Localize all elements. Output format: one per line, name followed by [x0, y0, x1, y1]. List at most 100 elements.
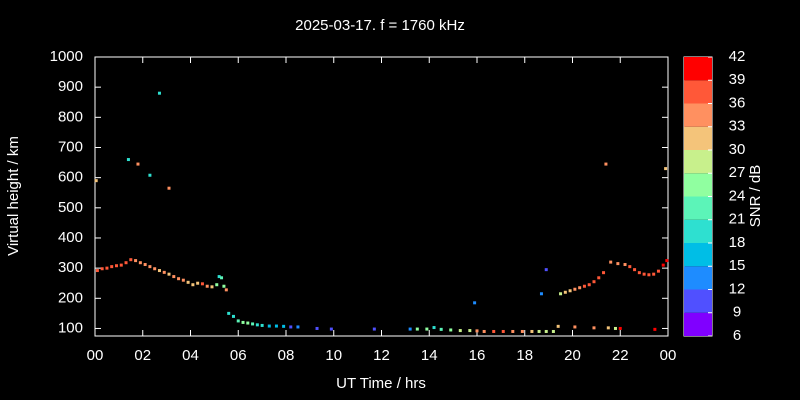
point: [602, 271, 606, 275]
point: [652, 272, 656, 276]
x-tick-label: 20: [564, 347, 581, 364]
point: [661, 263, 665, 267]
point: [157, 269, 161, 273]
point: [136, 162, 140, 166]
point: [520, 329, 524, 333]
point: [241, 320, 245, 324]
plot-frame: [94, 56, 669, 337]
x-tick-label: 16: [469, 347, 486, 364]
point: [289, 325, 293, 329]
point: [544, 268, 548, 272]
point: [167, 272, 171, 276]
point: [246, 321, 250, 325]
point: [530, 329, 534, 333]
point: [537, 329, 541, 333]
colorbar-segment: [684, 312, 712, 336]
point: [613, 326, 617, 330]
y-tick-label: 500: [58, 199, 83, 216]
colorbar-tick-label: 24: [729, 187, 746, 204]
point: [126, 158, 130, 162]
y-tick-label: 200: [58, 289, 83, 306]
point: [196, 281, 200, 285]
colorbar-tick-label: 36: [729, 94, 746, 111]
x-tick-label: 22: [612, 347, 629, 364]
colorbar-tick-label: 18: [729, 234, 746, 251]
point: [267, 324, 271, 328]
colorbar-tick-label: 39: [729, 71, 746, 88]
colorbar-segment: [684, 80, 712, 104]
point: [647, 273, 651, 277]
point: [637, 271, 641, 275]
colorbar-tick-label: 15: [729, 257, 746, 274]
point: [415, 327, 419, 331]
point: [449, 328, 453, 332]
point: [473, 301, 477, 305]
point: [148, 265, 152, 269]
point: [153, 267, 157, 271]
point: [511, 329, 515, 333]
point: [664, 167, 668, 171]
y-tick-label: 800: [58, 108, 83, 125]
point: [172, 275, 176, 279]
point: [609, 260, 613, 264]
x-tick-label: 12: [373, 347, 390, 364]
point: [616, 262, 620, 266]
colorbar-tick-label: 30: [729, 141, 746, 158]
y-tick-label: 100: [58, 319, 83, 336]
x-tick-label: 10: [325, 347, 342, 364]
point: [604, 162, 608, 166]
point: [573, 287, 577, 291]
colorbar-segment: [684, 219, 712, 243]
point: [492, 329, 496, 333]
point: [329, 327, 333, 331]
point: [186, 280, 190, 284]
point: [642, 272, 646, 276]
point: [439, 327, 443, 331]
point: [210, 285, 214, 289]
point: [129, 258, 133, 262]
point: [236, 319, 240, 323]
point: [119, 263, 123, 267]
point: [148, 173, 152, 177]
point: [653, 327, 657, 331]
colorbar-segment: [684, 150, 712, 174]
point: [468, 329, 472, 333]
point: [143, 263, 147, 267]
point: [656, 269, 660, 273]
y-tick-label: 400: [58, 229, 83, 246]
point: [124, 261, 128, 265]
point: [94, 179, 98, 183]
colorbar-segment: [684, 266, 712, 290]
point: [665, 259, 669, 263]
point: [618, 326, 622, 330]
point: [274, 324, 278, 328]
x-tick-label: 08: [278, 347, 295, 364]
point: [205, 284, 209, 288]
point: [551, 329, 555, 333]
point: [597, 276, 601, 280]
y-tick-label: 900: [58, 78, 83, 95]
y-axis-label: Virtual height / km: [5, 136, 22, 256]
x-tick-label: 00: [660, 347, 677, 364]
point: [138, 261, 142, 265]
point: [623, 263, 627, 267]
x-tick-label: 14: [421, 347, 438, 364]
point: [315, 326, 319, 330]
point: [633, 268, 637, 272]
y-tick-label: 300: [58, 259, 83, 276]
point: [191, 283, 195, 287]
colorbar-segment: [684, 243, 712, 267]
point: [606, 326, 610, 330]
colorbar-label: SNR / dB: [747, 165, 764, 228]
point: [556, 324, 560, 328]
point: [372, 327, 376, 331]
point: [458, 329, 462, 333]
point: [231, 314, 235, 318]
x-axis-label: UT Time / hrs: [336, 375, 426, 392]
point: [255, 323, 259, 327]
point: [501, 329, 505, 333]
colorbar-segment: [684, 126, 712, 150]
point: [539, 292, 543, 296]
